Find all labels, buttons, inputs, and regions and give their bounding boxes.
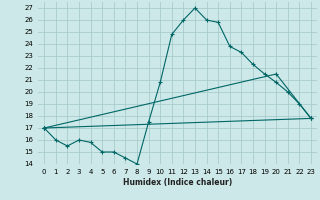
X-axis label: Humidex (Indice chaleur): Humidex (Indice chaleur) — [123, 178, 232, 187]
